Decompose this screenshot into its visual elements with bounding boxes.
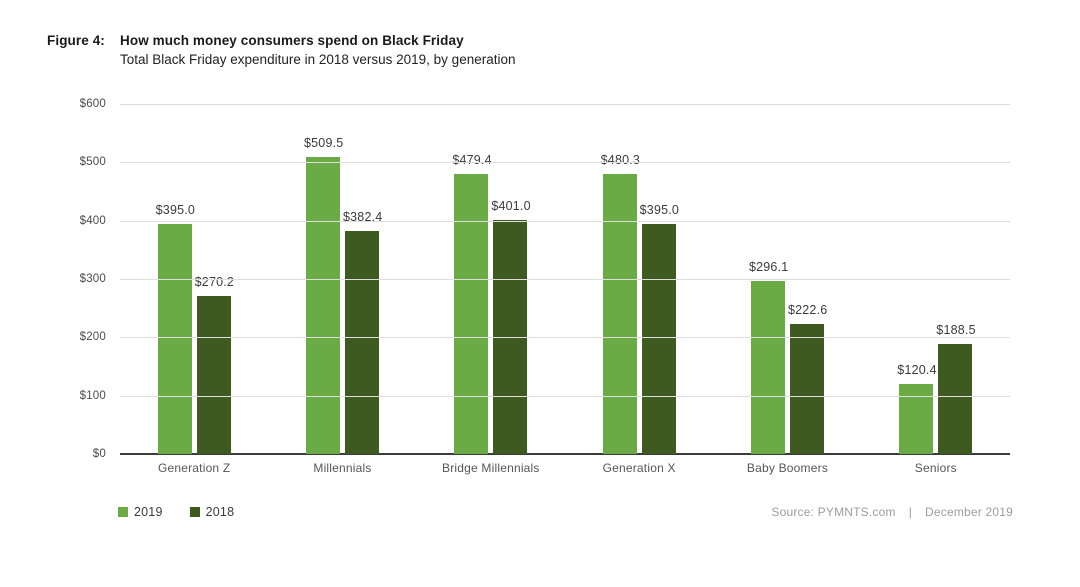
figure-header: Figure 4: How much money consumers spend… (47, 33, 516, 67)
legend-label: 2019 (134, 505, 163, 519)
source-date: December 2019 (925, 505, 1013, 519)
gridline (120, 395, 1010, 397)
bar-group: $480.3 $395.0 (565, 104, 713, 454)
y-axis-tick-label: $600 (79, 98, 106, 110)
bar-value-label: $222.6 (787, 303, 828, 318)
gridline (120, 162, 1010, 164)
bar-chart-plot-area: $395.0 $270.2 $509.5 $382.4 $479.4 $401.0 $480… (80, 98, 1010, 460)
bar-2018-millennials: $382.4 (343, 210, 382, 454)
y-axis-tick-label: $400 (79, 214, 106, 227)
y-axis-tick-label: $0 (92, 448, 106, 460)
legend-item-2019: 2019 (118, 505, 163, 519)
gridline (120, 337, 1010, 339)
legend-swatch-icon (189, 507, 200, 517)
bar-group: $509.5 $382.4 (268, 104, 416, 454)
bar-2018-seniors: $188.5 (936, 323, 976, 454)
bar-value-label: $296.1 (748, 260, 789, 275)
bar-value-label: $395.0 (155, 202, 196, 217)
x-axis-baseline (120, 452, 1010, 455)
y-axis-tick-label: $100 (79, 389, 106, 402)
y-axis-tick-label: $500 (79, 156, 106, 169)
bar-groups: $395.0 $270.2 $509.5 $382.4 $479.4 $401.0 $480… (120, 104, 1010, 454)
source-label: Source: PYMNTS.com (771, 505, 896, 519)
bar-group: $296.1 $222.6 (713, 104, 861, 454)
bar-value-label: $509.5 (303, 135, 344, 150)
bar-value-label: $188.5 (936, 323, 976, 338)
bar-value-label: $120.4 (897, 362, 937, 377)
bar-2019-generation-x: $480.3 (601, 153, 640, 454)
bar-2019-bridge-millennials: $479.4 (452, 153, 492, 454)
bar-value-label: $395.0 (639, 202, 680, 217)
x-axis-category-label: Millennials (313, 461, 372, 475)
x-axis-category-label: Baby Boomers (746, 461, 829, 475)
x-axis-category-label: Seniors (914, 461, 957, 475)
y-axis-tick-label: $200 (79, 331, 106, 344)
bar-value-label: $382.4 (342, 209, 383, 224)
gridline (120, 220, 1010, 222)
chart-title: How much money consumers spend on Black … (120, 33, 464, 48)
bar-2019-generation-z: $395.0 (156, 203, 195, 454)
x-axis-category-label: Generation Z (157, 461, 231, 475)
bar-group: $120.4 $188.5 (862, 104, 1010, 454)
gridline (120, 279, 1010, 280)
x-axis-category-label: Generation X (602, 461, 676, 475)
bar-value-label: $270.2 (194, 275, 235, 290)
bar-group: $395.0 $270.2 (120, 104, 268, 454)
bar-2018-generation-z: $270.2 (195, 275, 234, 454)
chart-footer: 2019 2018 Source: PYMNTS.com | December 2… (118, 505, 1013, 519)
source-separator: | (908, 505, 913, 519)
bar-2018-bridge-millennials: $401.0 (491, 199, 531, 454)
source-note: Source: PYMNTS.com | December 2019 (771, 505, 1013, 519)
bar-2018-generation-x: $395.0 (640, 203, 679, 454)
bar-value-label: $480.3 (600, 152, 641, 167)
bar-2019-baby-boomers: $296.1 (749, 260, 788, 454)
figure-titles: How much money consumers spend on Black … (120, 33, 516, 67)
legend-swatch-icon (118, 507, 128, 517)
bar-2019-seniors: $120.4 (897, 363, 937, 454)
figure-number: Figure 4: (47, 33, 105, 48)
x-axis-labels: Generation Z Millennials Bridge Millennial… (120, 461, 1010, 475)
chart-legend: 2019 2018 (118, 505, 234, 519)
legend-label: 2018 (205, 505, 235, 519)
chart-subtitle: Total Black Friday expenditure in 2018 v… (120, 52, 516, 67)
bar-value-label: $401.0 (491, 199, 531, 214)
x-axis-category-label: Bridge Millennials (441, 461, 540, 475)
legend-item-2018: 2018 (189, 505, 235, 519)
bar-value-label: $479.4 (452, 153, 492, 168)
bar-2019-millennials: $509.5 (304, 136, 343, 454)
gridline (120, 104, 1010, 105)
bar-2018-baby-boomers: $222.6 (788, 303, 827, 454)
y-axis-tick-label: $300 (79, 273, 106, 285)
